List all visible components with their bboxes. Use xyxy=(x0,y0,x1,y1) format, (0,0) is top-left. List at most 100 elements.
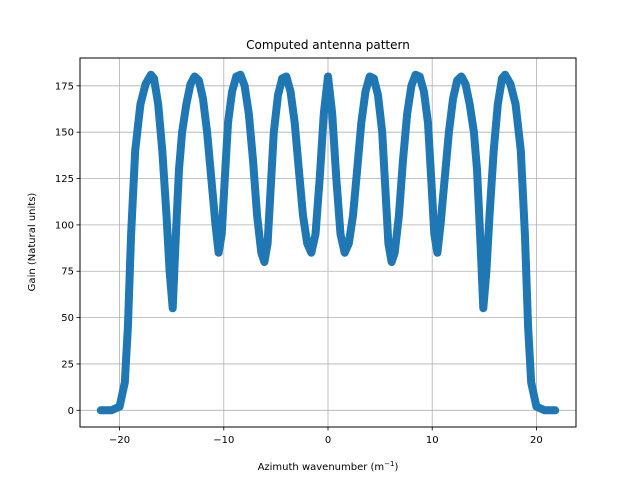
data-point xyxy=(341,249,348,256)
data-point xyxy=(517,147,524,154)
data-point xyxy=(195,77,202,84)
data-point xyxy=(169,305,176,312)
data-point xyxy=(295,166,302,173)
data-point xyxy=(425,119,431,126)
data-point xyxy=(179,129,186,136)
data-point xyxy=(437,221,444,228)
data-point xyxy=(128,231,135,238)
data-point xyxy=(283,73,290,80)
x-tick-label: −20 xyxy=(109,435,130,446)
data-point xyxy=(124,323,131,330)
y-axis-label: Gain (Natural units) xyxy=(27,193,38,292)
data-point xyxy=(221,175,228,182)
data-point xyxy=(159,147,166,154)
data-point xyxy=(502,71,509,78)
data-point xyxy=(362,88,369,95)
data-point xyxy=(454,77,461,84)
data-point xyxy=(416,73,423,80)
data-point xyxy=(395,212,402,219)
data-point xyxy=(490,147,497,154)
data-point xyxy=(474,166,480,173)
data-point xyxy=(183,101,190,108)
data-point xyxy=(486,212,493,219)
data-point xyxy=(176,166,182,173)
data-point xyxy=(382,184,389,191)
data-point xyxy=(354,166,361,173)
y-tick-label: 175 xyxy=(55,81,74,92)
data-point xyxy=(458,73,465,80)
y-tick-label: 125 xyxy=(55,174,74,185)
data-point xyxy=(215,249,222,256)
data-point xyxy=(250,157,256,163)
data-point xyxy=(172,231,179,238)
data-point xyxy=(408,82,415,89)
data-point xyxy=(494,101,501,108)
data-point xyxy=(155,101,162,108)
data-point xyxy=(391,249,398,256)
y-tick-label: 0 xyxy=(68,406,74,417)
data-point xyxy=(137,101,144,108)
x-tick-label: 0 xyxy=(325,435,331,446)
data-point xyxy=(512,101,519,108)
data-point xyxy=(350,212,356,219)
data-point xyxy=(191,73,198,80)
data-point xyxy=(507,81,514,87)
data-point xyxy=(370,75,377,82)
y-tick-label: 75 xyxy=(61,267,74,278)
data-point xyxy=(325,73,331,80)
data-point xyxy=(308,249,315,256)
data-point xyxy=(480,305,487,312)
data-point xyxy=(333,175,340,182)
data-point xyxy=(208,175,215,182)
data-point xyxy=(270,129,277,136)
data-point xyxy=(466,101,473,108)
data-point xyxy=(116,403,123,410)
data-point xyxy=(132,147,139,154)
data-point xyxy=(528,379,535,386)
data-point xyxy=(541,407,548,414)
data-point xyxy=(267,184,274,191)
data-point xyxy=(237,71,244,78)
data-point xyxy=(400,157,406,163)
data-point xyxy=(470,129,477,136)
data-point xyxy=(385,240,392,247)
data-point xyxy=(121,379,128,386)
data-point xyxy=(312,231,319,238)
data-point xyxy=(441,175,448,182)
chart-title: Computed antenna pattern xyxy=(246,38,410,52)
data-point xyxy=(434,249,441,256)
data-point xyxy=(320,110,327,117)
x-tick-label: 20 xyxy=(530,435,543,446)
data-point xyxy=(275,92,281,99)
data-point xyxy=(264,240,271,247)
data-point xyxy=(229,88,236,95)
data-point xyxy=(388,259,395,265)
data-point xyxy=(450,95,456,102)
data-point xyxy=(358,119,365,126)
data-point xyxy=(254,212,261,219)
data-point xyxy=(291,119,298,126)
data-point xyxy=(445,129,452,136)
data-point xyxy=(533,403,540,410)
series-layer xyxy=(96,70,560,415)
data-point xyxy=(97,407,104,414)
data-point xyxy=(212,221,219,228)
x-axis-label-superscript: −1 xyxy=(384,460,394,468)
x-axis-label: Azimuth wavenumber (m−1) xyxy=(258,460,399,473)
data-point xyxy=(431,231,438,238)
data-point xyxy=(525,323,532,330)
data-point xyxy=(477,231,484,238)
data-point xyxy=(404,110,411,117)
data-point xyxy=(521,231,528,238)
y-tick-label: 100 xyxy=(55,220,74,231)
data-point xyxy=(329,110,336,117)
data-point xyxy=(379,129,386,136)
data-point xyxy=(483,268,490,275)
x-tick-label: 10 xyxy=(426,435,439,446)
x-axis-label-main: Azimuth wavenumber (m xyxy=(258,462,385,473)
y-tick-label: 50 xyxy=(61,313,74,324)
data-point xyxy=(261,259,268,265)
data-point xyxy=(142,81,149,87)
data-point xyxy=(166,268,173,275)
